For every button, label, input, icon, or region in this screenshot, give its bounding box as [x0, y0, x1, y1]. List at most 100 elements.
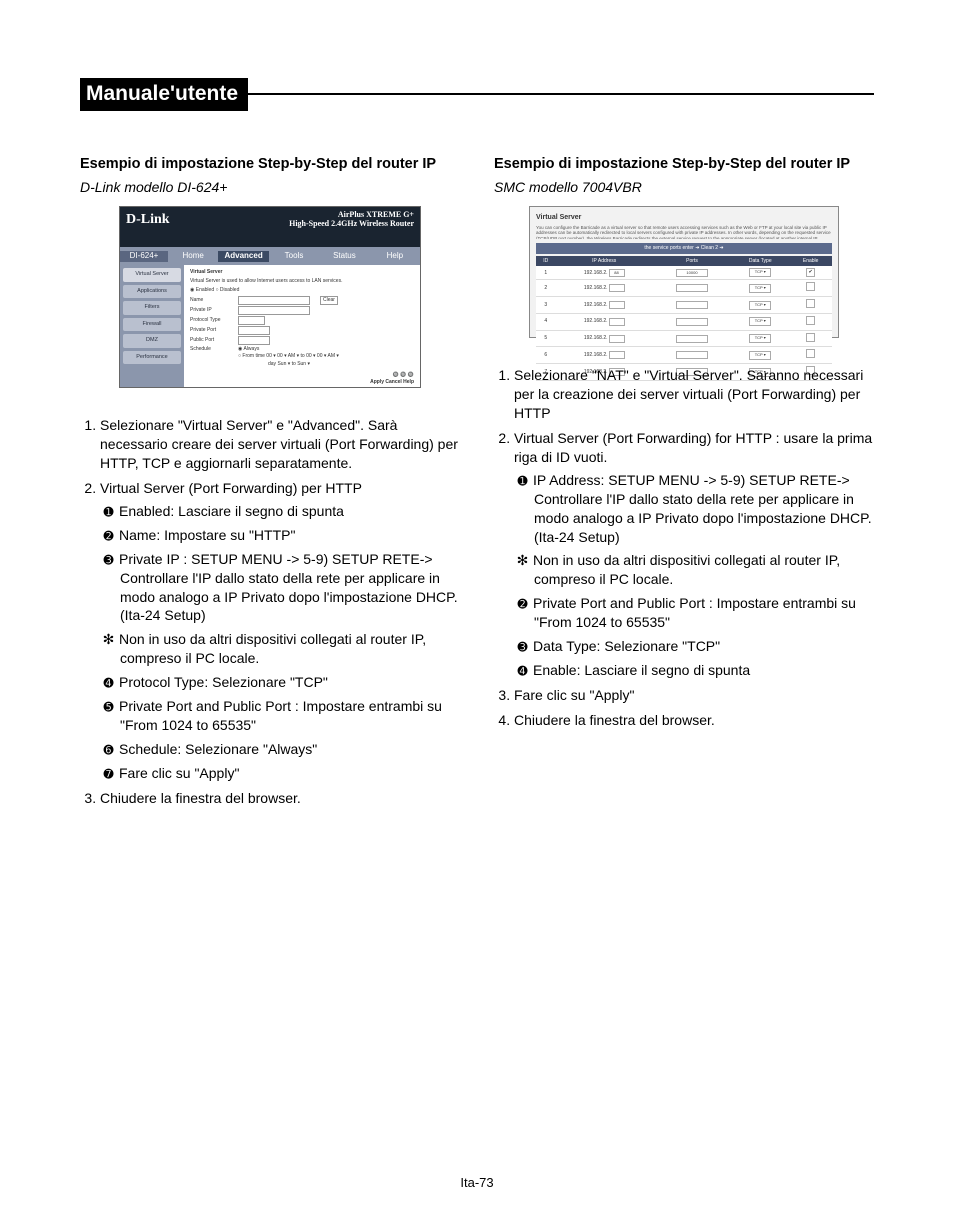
- left-steps: Selezionare "Virtual Server" e "Advanced…: [80, 416, 460, 807]
- datatype-select[interactable]: TCP ▾: [749, 351, 771, 360]
- sub-text: Protocol Type: Selezionare "TCP": [119, 674, 328, 690]
- sub-item: ➍Protocol Type: Selezionare "TCP": [120, 673, 460, 692]
- port-field[interactable]: [676, 318, 708, 326]
- dlink-tab[interactable]: Home: [168, 251, 218, 262]
- sub-item: ✻Non in uso da altri dispositivi collega…: [120, 630, 460, 668]
- dlink-tab[interactable]: Advanced: [218, 251, 268, 262]
- smc-col: IP Address: [556, 256, 653, 267]
- step-item: Fare clic su "Apply": [514, 686, 874, 705]
- ip-field[interactable]: [609, 301, 625, 309]
- smc-box: Virtual Server You can configure the Bar…: [529, 206, 839, 338]
- sub-item: ➏Schedule: Selezionare "Always": [120, 740, 460, 759]
- clear-button[interactable]: Clear: [320, 296, 338, 305]
- dlink-side-item[interactable]: DMZ: [123, 334, 181, 347]
- dlink-tab[interactable]: Tools: [269, 251, 319, 262]
- columns: Esempio di impostazione Step-by-Step del…: [80, 155, 874, 813]
- header: Manuale'utente: [80, 78, 874, 111]
- bullet: ➏: [102, 742, 115, 758]
- sub-item: ➐Fare clic su "Apply": [120, 764, 460, 783]
- dlink-side-item[interactable]: Performance: [123, 351, 181, 364]
- datatype-select[interactable]: TCP ▾: [749, 334, 771, 343]
- left-section-title: Esempio di impostazione Step-by-Step del…: [80, 155, 460, 175]
- bullet: ➋: [516, 596, 529, 612]
- bullet: ➍: [102, 675, 115, 691]
- dlink-body: Virtual Server Applications Filters Fire…: [120, 265, 420, 388]
- dlink-main: Virtual Server Virtual Server is used to…: [184, 265, 420, 388]
- ip-field[interactable]: [609, 351, 625, 359]
- ip-field[interactable]: 88: [609, 269, 625, 277]
- enable-checkbox[interactable]: [806, 299, 815, 308]
- right-substeps: ➊IP Address: SETUP MENU -> 5-9) SETUP RE…: [514, 471, 874, 680]
- bullet: ➊: [516, 473, 529, 489]
- left-column: Esempio di impostazione Step-by-Step del…: [80, 155, 460, 813]
- public-port-field[interactable]: [238, 336, 270, 345]
- step-item: Selezionare "NAT" e "Virtual Server". Sa…: [514, 366, 874, 423]
- dlink-product: AirPlus XTREME G+ High-Speed 2.4GHz Wire…: [289, 211, 414, 243]
- enable-checkbox[interactable]: ✔: [806, 268, 815, 277]
- private-port-field[interactable]: [238, 326, 270, 335]
- sub-item: ➌Private IP : SETUP MENU -> 5-9) SETUP R…: [120, 550, 460, 626]
- dlink-logo: D-Link: [126, 211, 170, 243]
- smc-screenshot: Virtual Server You can configure the Bar…: [529, 206, 839, 338]
- sub-item: ➋Name: Impostare su "HTTP": [120, 526, 460, 545]
- smc-row: 2192.168.2.TCP ▾: [536, 280, 832, 297]
- bullet: ➌: [102, 552, 115, 568]
- step-item: Chiudere la finestra del browser.: [100, 789, 460, 808]
- dlink-tab[interactable]: Status: [319, 251, 369, 262]
- sub-text: Enabled: Lasciare il segno di spunta: [119, 503, 344, 519]
- page-number: Ita-73: [0, 1175, 954, 1190]
- port-field[interactable]: [676, 351, 708, 359]
- sub-text: Name: Impostare su "HTTP": [119, 527, 295, 543]
- port-field[interactable]: [676, 301, 708, 309]
- smc-row: 5192.168.2.TCP ▾: [536, 330, 832, 347]
- dlink-sidebar: Virtual Server Applications Filters Fire…: [120, 265, 184, 388]
- ip-field[interactable]: [609, 284, 625, 292]
- datatype-select[interactable]: TCP ▾: [749, 268, 771, 277]
- port-field[interactable]: 10000: [676, 269, 708, 277]
- step-item: Virtual Server (Port Forwarding) per HTT…: [100, 479, 460, 782]
- sub-item: ✻Non in uso da altri dispositivi collega…: [534, 551, 874, 589]
- bullet: ➌: [516, 639, 529, 655]
- sub-text: Private IP : SETUP MENU -> 5-9) SETUP RE…: [119, 551, 458, 624]
- port-field[interactable]: [676, 284, 708, 292]
- smc-desc: You can configure the Barricade as a vir…: [536, 225, 832, 239]
- sub-item: ➊IP Address: SETUP MENU -> 5-9) SETUP RE…: [534, 471, 874, 547]
- private-ip-field[interactable]: [238, 306, 310, 315]
- dlink-vs-header: Virtual Server: [190, 269, 414, 276]
- dlink-screenshot: D-Link AirPlus XTREME G+ High-Speed 2.4G…: [119, 206, 421, 388]
- dlink-side-item[interactable]: Firewall: [123, 318, 181, 331]
- right-steps: Selezionare "NAT" e "Virtual Server". Sa…: [494, 366, 874, 729]
- sub-item: ➌Data Type: Selezionare "TCP": [534, 637, 874, 656]
- sub-item: ➍Enable: Lasciare il segno di spunta: [534, 661, 874, 680]
- enable-checkbox[interactable]: [806, 282, 815, 291]
- sub-text: Private Port and Public Port : Impostare…: [119, 698, 442, 733]
- step-item: Virtual Server (Port Forwarding) for HTT…: [514, 429, 874, 680]
- enable-checkbox[interactable]: [806, 316, 815, 325]
- ip-field[interactable]: [609, 335, 625, 343]
- datatype-select[interactable]: TCP ▾: [749, 317, 771, 326]
- sub-text: Enable: Lasciare il segno di spunta: [533, 662, 750, 678]
- left-subtitle: D-Link modello DI-624+: [80, 178, 460, 197]
- smc-row: 3192.168.2.TCP ▾: [536, 297, 832, 314]
- name-field[interactable]: [238, 296, 310, 305]
- smc-col: Ports: [653, 256, 731, 267]
- enable-checkbox[interactable]: [806, 349, 815, 358]
- ip-field[interactable]: [609, 318, 625, 326]
- dlink-side-item[interactable]: Virtual Server: [123, 268, 181, 281]
- sub-text: Non in uso da altri dispositivi collegat…: [533, 552, 840, 587]
- dlink-side-item[interactable]: Filters: [123, 301, 181, 314]
- sub-text: IP Address: SETUP MENU -> 5-9) SETUP RET…: [533, 472, 872, 545]
- left-substeps: ➊Enabled: Lasciare il segno di spunta ➋N…: [100, 502, 460, 783]
- dlink-tab[interactable]: Help: [370, 251, 420, 262]
- enable-checkbox[interactable]: [806, 333, 815, 342]
- bullet: ➐: [102, 766, 115, 782]
- bullet: ➋: [102, 528, 115, 544]
- port-field[interactable]: [676, 335, 708, 343]
- header-title: Manuale'utente: [80, 78, 248, 111]
- datatype-select[interactable]: TCP ▾: [749, 284, 771, 293]
- sub-item: ➊Enabled: Lasciare il segno di spunta: [120, 502, 460, 521]
- dlink-side-item[interactable]: Applications: [123, 285, 181, 298]
- bullet: ➊: [102, 504, 115, 520]
- protocol-field[interactable]: [238, 316, 265, 325]
- datatype-select[interactable]: TCP ▾: [749, 301, 771, 310]
